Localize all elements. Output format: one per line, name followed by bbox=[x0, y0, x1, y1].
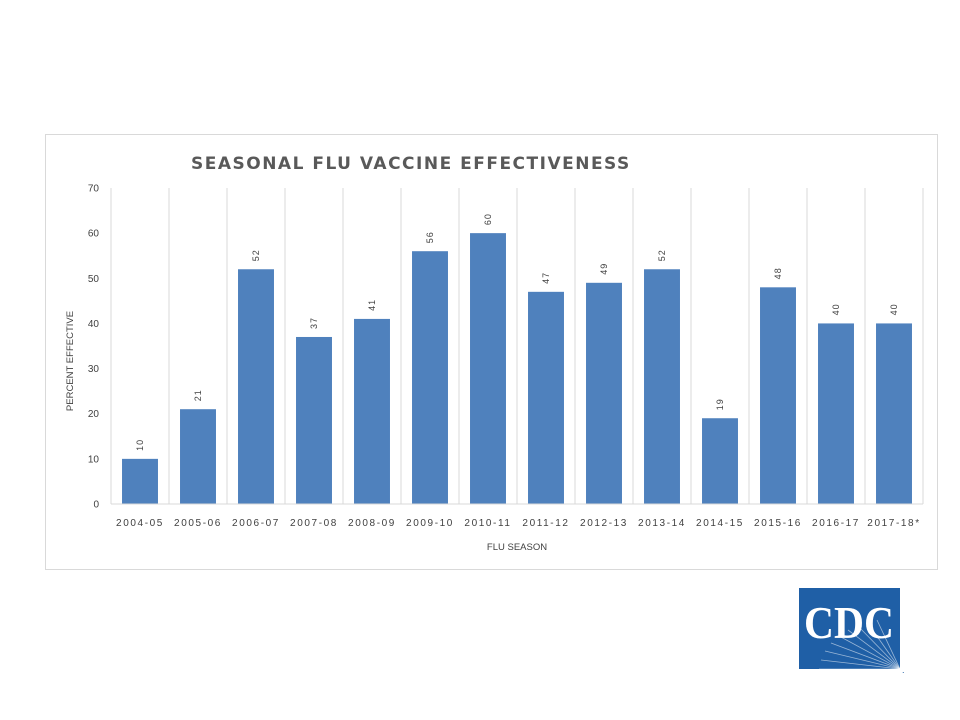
data-label: 21 bbox=[193, 389, 203, 401]
y-tick-label: 10 bbox=[88, 454, 100, 465]
y-axis-ticks: 0 10 20 30 40 50 60 70 bbox=[88, 184, 100, 511]
x-tick-label: 2014-15 bbox=[696, 518, 744, 529]
data-label: 52 bbox=[251, 249, 261, 261]
data-label: 10 bbox=[135, 439, 145, 451]
x-tick-label: 2005-06 bbox=[174, 518, 222, 529]
x-tick-label: 2016-17 bbox=[812, 518, 860, 529]
bar bbox=[412, 251, 448, 504]
bar bbox=[644, 269, 680, 504]
bar bbox=[876, 323, 912, 504]
y-tick-label: 20 bbox=[88, 409, 100, 420]
y-tick-label: 50 bbox=[88, 274, 100, 285]
bar bbox=[122, 458, 158, 504]
data-label: 56 bbox=[425, 231, 435, 243]
y-tick-label: 70 bbox=[88, 184, 100, 195]
y-axis-label: PERCENT EFFECTIVE bbox=[65, 311, 76, 411]
bar bbox=[528, 291, 564, 504]
bars bbox=[122, 233, 912, 504]
bar bbox=[586, 282, 622, 504]
bar bbox=[470, 233, 506, 504]
x-axis-label: FLU SEASON bbox=[487, 542, 547, 553]
y-tick-label: 60 bbox=[88, 229, 100, 240]
bar bbox=[818, 323, 854, 504]
data-label: 47 bbox=[541, 272, 551, 284]
x-tick-label: 2008-09 bbox=[348, 518, 396, 529]
bar bbox=[760, 287, 796, 504]
data-label: 49 bbox=[599, 263, 609, 275]
data-label: 37 bbox=[309, 317, 319, 329]
data-label: 48 bbox=[773, 267, 783, 279]
data-labels: 10 21 52 37 41 56 60 47 49 52 19 48 40 40 bbox=[135, 213, 899, 451]
x-tick-label: 2012-13 bbox=[580, 518, 628, 529]
bar bbox=[180, 409, 216, 504]
bar bbox=[702, 418, 738, 504]
data-label: 41 bbox=[367, 299, 377, 311]
x-tick-label: 2015-16 bbox=[754, 518, 802, 529]
data-label: 19 bbox=[715, 398, 725, 410]
x-tick-label: 2007-08 bbox=[290, 518, 338, 529]
cdc-logo-text: CDC bbox=[804, 597, 894, 648]
x-tick-label: 2017-18* bbox=[867, 518, 920, 529]
gridlines bbox=[110, 188, 924, 504]
bar-chart: SEASONAL FLU VACCINE EFFECTIVENESS 0 10 20… bbox=[65, 154, 924, 553]
bar bbox=[238, 269, 274, 504]
x-tick-label: 2004-05 bbox=[116, 518, 164, 529]
data-label: 40 bbox=[831, 303, 841, 315]
x-axis-ticks: 2004-05 2005-06 2006-07 2007-08 2008-09 2009-… bbox=[116, 518, 920, 529]
x-tick-label: 2013-14 bbox=[638, 518, 686, 529]
data-label: 40 bbox=[889, 303, 899, 315]
chart-frame: SEASONAL FLU VACCINE EFFECTIVENESS 0 10 20… bbox=[45, 134, 938, 570]
chart-title: SEASONAL FLU VACCINE EFFECTIVENESS bbox=[191, 154, 631, 174]
y-tick-label: 30 bbox=[88, 364, 100, 375]
x-tick-label: 2011-12 bbox=[522, 518, 569, 529]
data-label: 52 bbox=[657, 249, 667, 261]
data-label: 60 bbox=[483, 213, 493, 225]
x-tick-label: 2010-11 bbox=[464, 518, 511, 529]
x-tick-label: 2006-07 bbox=[232, 518, 280, 529]
cdc-logo-mark: . bbox=[902, 665, 905, 674]
x-tick-label: 2009-10 bbox=[406, 518, 454, 529]
y-tick-label: 0 bbox=[93, 500, 99, 511]
cdc-logo: CDC . bbox=[799, 588, 905, 674]
bar bbox=[296, 336, 332, 504]
bar bbox=[354, 318, 390, 504]
y-tick-label: 40 bbox=[88, 319, 100, 330]
